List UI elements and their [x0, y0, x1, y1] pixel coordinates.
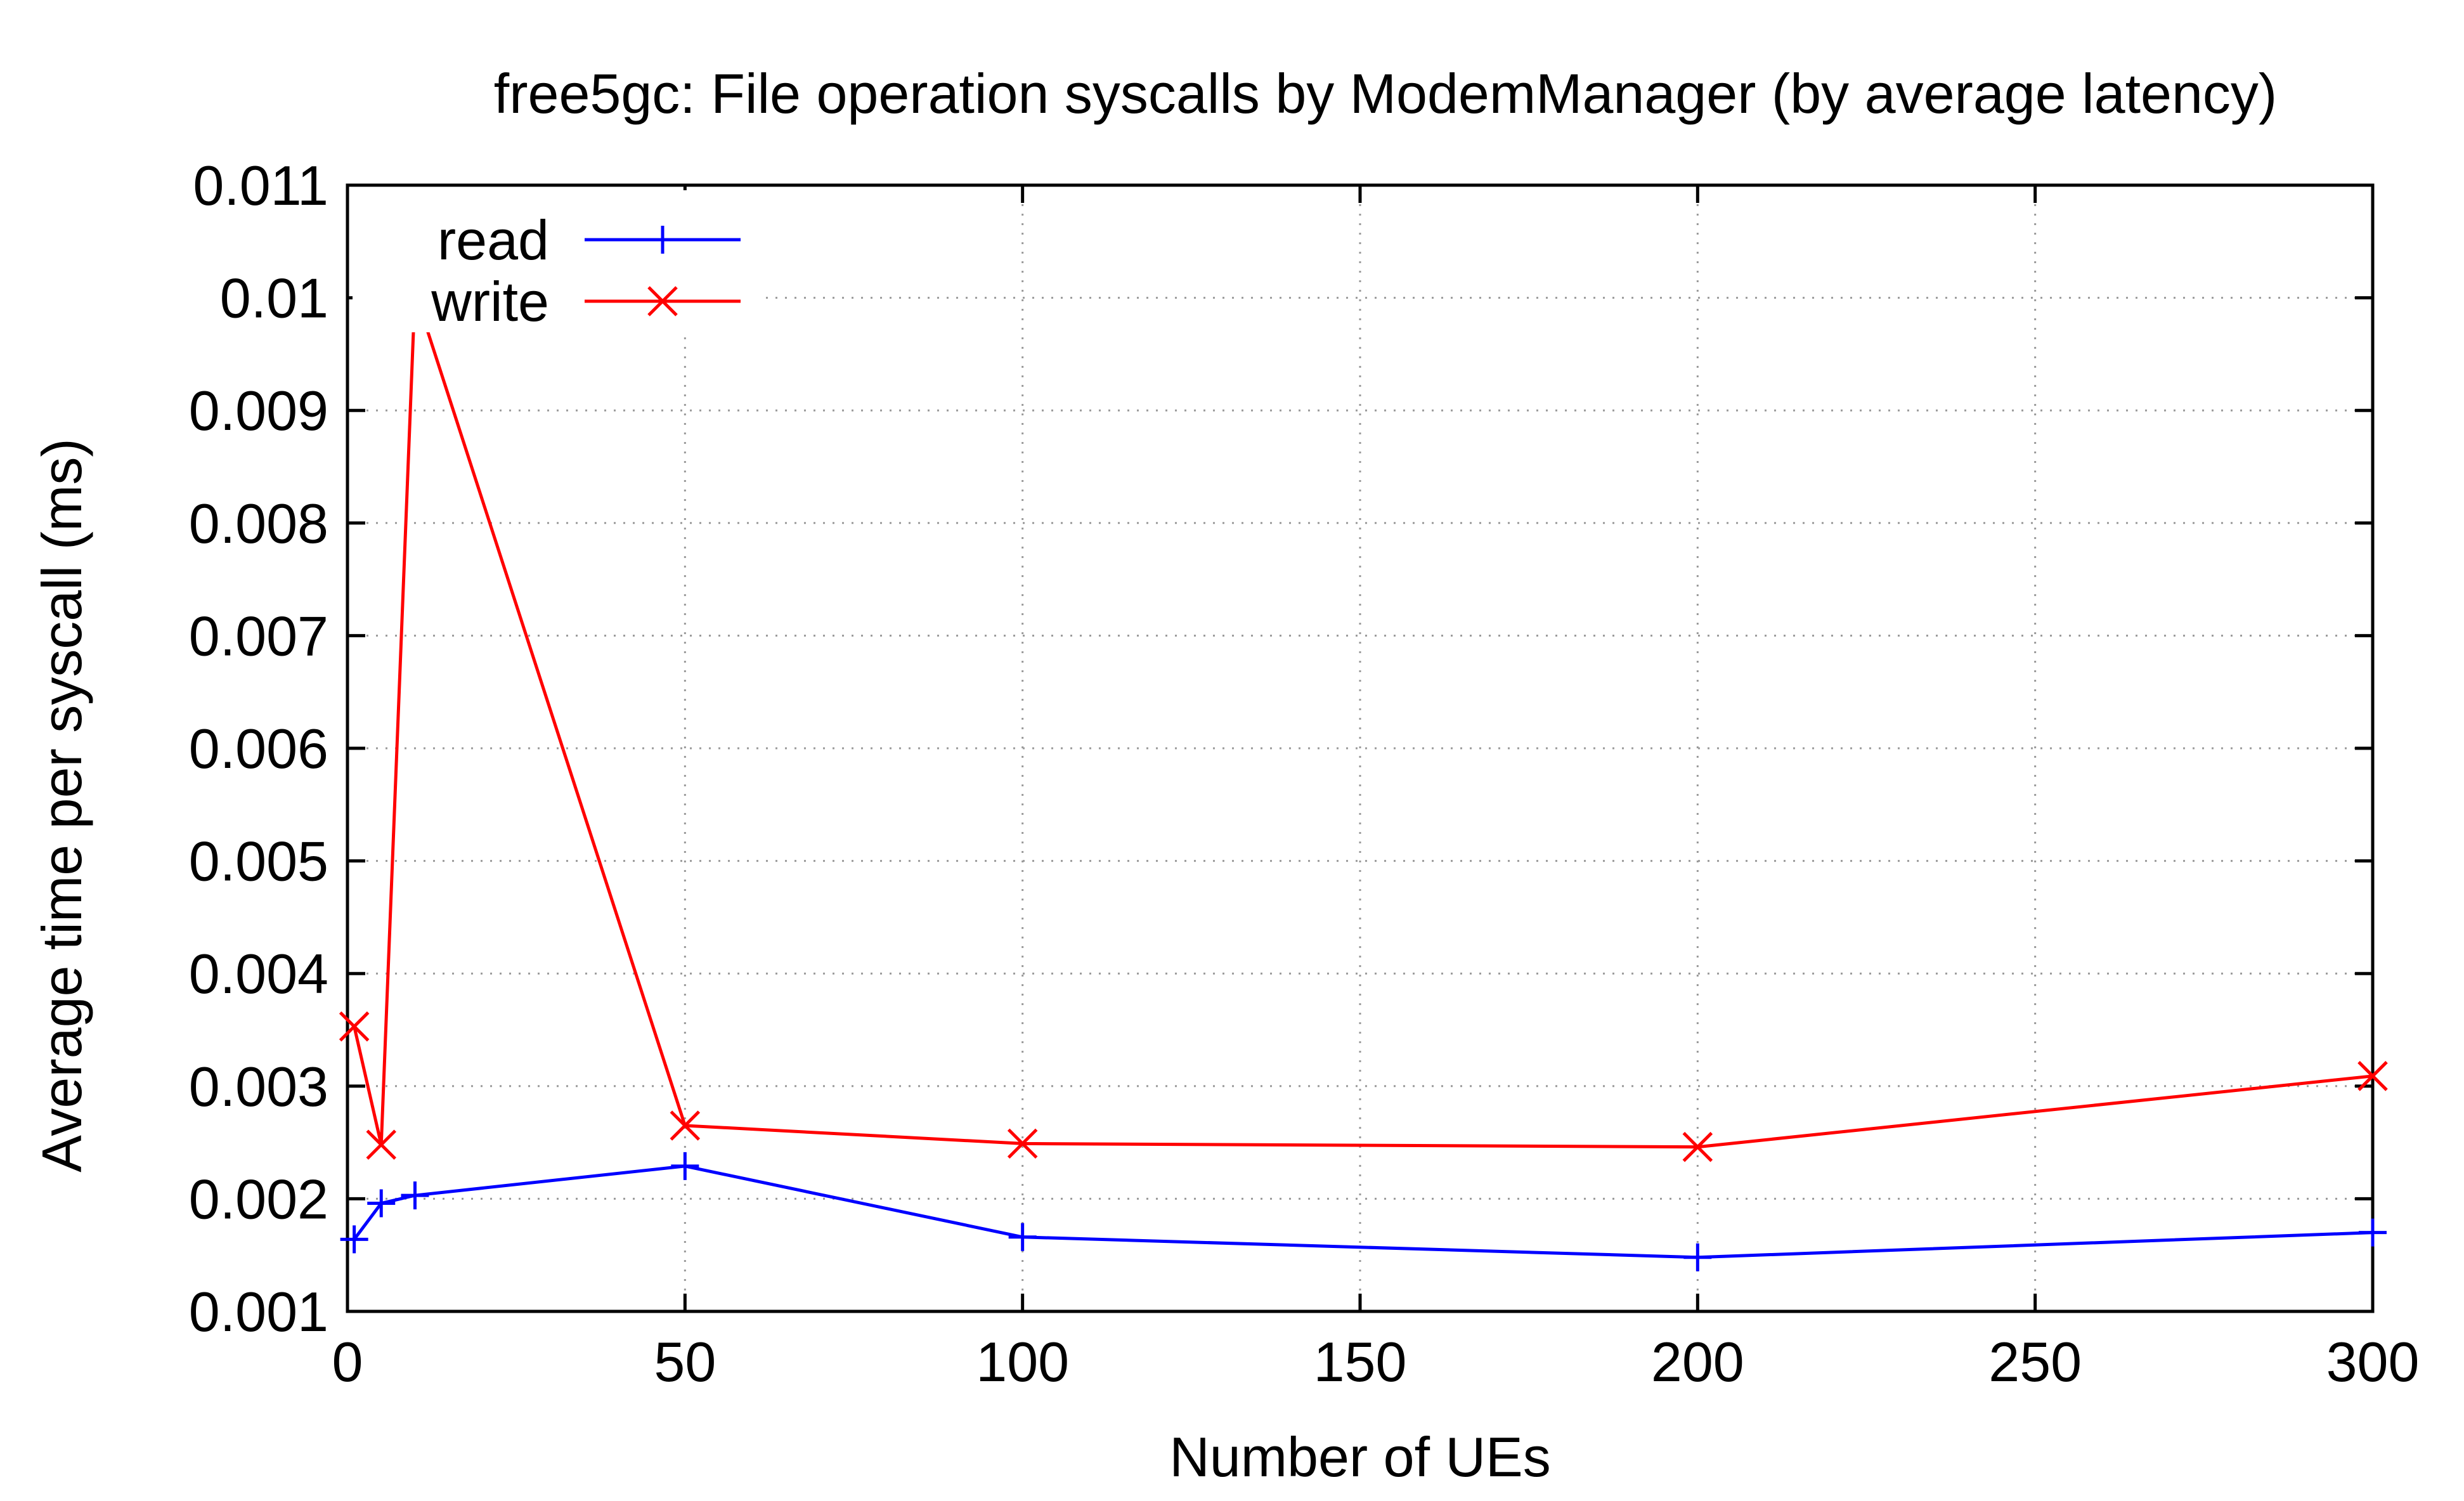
data-point-write	[670, 1110, 701, 1141]
y-tick-label: 0.001	[189, 1280, 328, 1343]
y-tick-label: 0.003	[189, 1055, 328, 1118]
y-tick-label: 0.011	[193, 154, 328, 217]
chart-title: free5gc: File operation syscalls by Mode…	[494, 62, 2277, 125]
data-point-write	[366, 1129, 397, 1160]
series	[339, 276, 2388, 1271]
data-point-read	[1008, 1223, 1037, 1251]
y-tick-label: 0.009	[189, 379, 328, 442]
y-tick-label: 0.006	[189, 717, 328, 780]
legend-label-read: read	[438, 209, 549, 271]
x-tick-label: 0	[332, 1330, 363, 1393]
data-point-read	[671, 1152, 699, 1180]
data-point-write	[2357, 1061, 2388, 1091]
x-tick-label: 200	[1651, 1330, 1744, 1393]
axes: 0 50 100 150 200 250 300 0.001 0.002 0.003 0.004 0.…	[189, 154, 2420, 1393]
x-tick-label: 150	[1314, 1330, 1407, 1393]
legend-background	[353, 190, 758, 332]
data-point-write	[1007, 1128, 1038, 1159]
y-tick-label: 0.007	[189, 604, 328, 667]
y-tick-label: 0.005	[189, 830, 328, 893]
data-point-read	[2359, 1218, 2387, 1247]
legend-marker-read	[649, 226, 677, 254]
grid	[347, 185, 2373, 1311]
y-tick-label: 0.01	[220, 267, 328, 330]
x-tick-label: 50	[654, 1330, 716, 1393]
data-point-write	[339, 1011, 370, 1042]
data-point-write	[1682, 1131, 1713, 1162]
y-tick-label: 0.004	[189, 942, 328, 1005]
data-point-read	[340, 1225, 368, 1254]
y-tick-label: 0.002	[189, 1167, 328, 1230]
y-axis-label: Average time per syscall (ms)	[30, 438, 93, 1172]
data-point-read	[401, 1181, 429, 1210]
legend-label-write: write	[431, 270, 549, 333]
data-point-read	[367, 1189, 396, 1218]
x-axis-label: Number of UEs	[1169, 1426, 1551, 1488]
x-tick-label: 250	[1988, 1330, 2082, 1393]
y-tick-label: 0.008	[189, 492, 328, 555]
legend-marker-write	[647, 286, 678, 316]
x-tick-label: 100	[976, 1330, 1069, 1393]
x-tick-label: 300	[2326, 1330, 2420, 1393]
data-point-read	[1683, 1243, 1712, 1271]
